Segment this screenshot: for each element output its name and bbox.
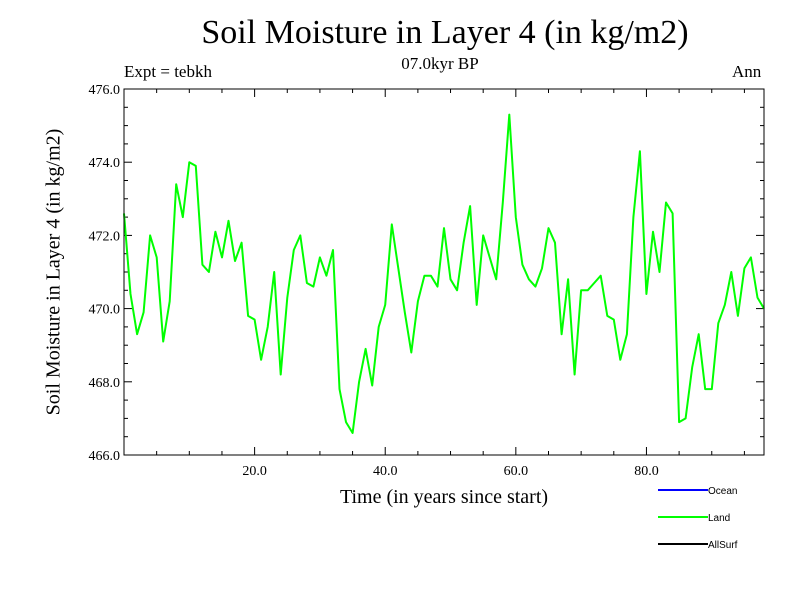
legend-label-ocean: Ocean — [708, 486, 737, 497]
x-tick-label: 60.0 — [504, 464, 529, 479]
chart-subtitle: 07.0kyr BP — [401, 54, 479, 73]
y-tick-label: 472.0 — [89, 229, 121, 244]
axis-ticks — [124, 88, 764, 456]
y-tick-label: 466.0 — [89, 449, 121, 464]
series-group — [123, 113, 765, 434]
legend-label-land: Land — [708, 513, 730, 524]
x-tick-label: 80.0 — [634, 464, 659, 479]
experiment-label: Expt = tebkh — [124, 62, 212, 81]
tick-labels: 466.0 468.0 470.0 472.0 474.0 476.0 20.0 40.0 60… — [89, 83, 659, 479]
series-line-land — [123, 113, 765, 434]
y-tick-label: 476.0 — [89, 83, 121, 98]
x-tick-label: 20.0 — [242, 464, 267, 479]
y-tick-label: 470.0 — [89, 303, 121, 318]
period-label: Ann — [732, 62, 762, 81]
chart-title: Soil Moisture in Layer 4 (in kg/m2) — [201, 14, 689, 51]
legend-label-allsurf: AllSurf — [708, 540, 738, 551]
y-tick-label: 468.0 — [89, 376, 121, 391]
legend: Ocean Land AllSurf — [658, 486, 738, 551]
plot-frame — [123, 88, 765, 456]
x-tick-label: 40.0 — [373, 464, 398, 479]
x-axis-label: Time (in years since start) — [339, 486, 549, 508]
y-tick-label: 474.0 — [89, 156, 121, 171]
